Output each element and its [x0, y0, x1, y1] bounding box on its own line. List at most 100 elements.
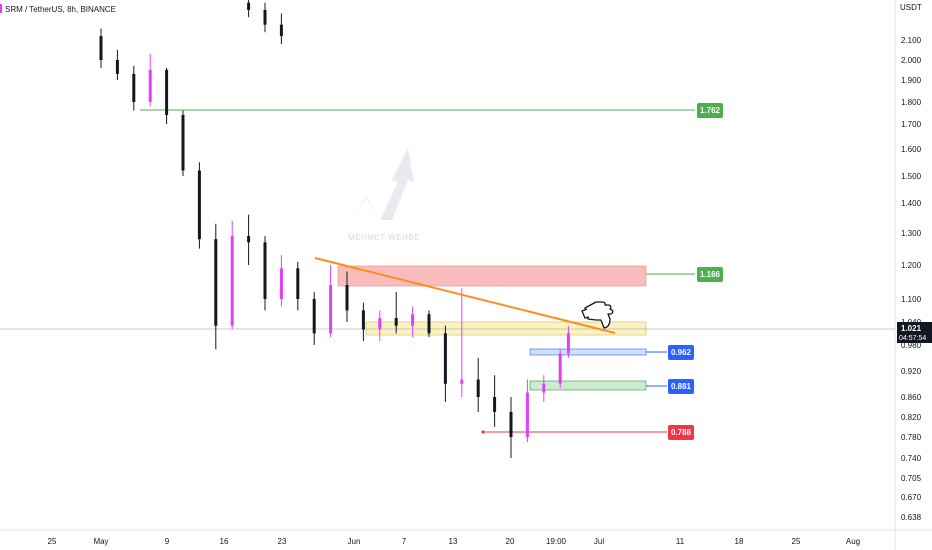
candle[interactable] [427, 314, 431, 334]
title-accent [0, 4, 2, 13]
candle[interactable] [312, 299, 316, 334]
candle[interactable] [148, 69, 152, 102]
y-tick-label: 0.740 [901, 454, 922, 463]
candle[interactable] [558, 353, 562, 384]
candle[interactable] [247, 2, 251, 10]
x-tick-label: 16 [220, 537, 229, 546]
x-tick-label: 9 [165, 537, 170, 546]
label-0962-bg [668, 345, 694, 360]
y-tick-label: 0.820 [901, 413, 922, 422]
candle[interactable] [542, 383, 546, 393]
thumbs-down-hand-icon[interactable] [581, 301, 614, 329]
y-tick-label: 0.860 [901, 393, 922, 402]
candles-series[interactable] [99, 0, 570, 458]
candle[interactable] [296, 268, 300, 299]
candle[interactable] [443, 333, 447, 384]
x-tick-label: Jul [594, 537, 604, 546]
x-tick-label: 7 [402, 537, 407, 546]
candle[interactable] [165, 69, 169, 116]
y-tick-label: 0.705 [901, 474, 922, 483]
y-tick-label: 0.920 [901, 367, 922, 376]
candle[interactable] [279, 268, 283, 299]
x-tick-label: 25 [48, 537, 57, 546]
chart-title[interactable]: SRM / TetherUS, 8h, BINANCE [5, 5, 116, 14]
label-0962[interactable]: 0.962 [668, 345, 694, 360]
y-tick-label: 1.800 [901, 98, 922, 107]
x-tick-label: 23 [278, 537, 287, 546]
candle[interactable] [460, 379, 464, 384]
x-tick-label: 20 [506, 537, 515, 546]
watermark-logo-icon [336, 148, 414, 220]
x-tick-label: 18 [735, 537, 744, 546]
current-price-badge: 1.021 04:57:54 [897, 322, 932, 343]
label-1762-text: 1.762 [700, 106, 721, 115]
pivot-zone[interactable] [365, 321, 647, 336]
label-0962-text: 0.962 [671, 348, 692, 357]
x-tick-label: May [93, 537, 108, 546]
candle[interactable] [345, 285, 349, 311]
candle[interactable] [247, 236, 251, 243]
y-tick-label: 2.000 [901, 56, 922, 65]
candle[interactable] [525, 392, 529, 437]
candle[interactable] [263, 9, 267, 25]
candle[interactable] [99, 36, 103, 60]
label-0881-text: 0.881 [671, 382, 692, 391]
x-tick-label: 11 [676, 537, 685, 546]
x-tick-label: Aug [846, 537, 860, 546]
candle[interactable] [378, 318, 382, 330]
candle[interactable] [566, 333, 570, 354]
label-1166-bg [697, 267, 723, 282]
y-tick-label: 0.670 [901, 493, 922, 502]
candle[interactable] [263, 242, 267, 299]
candle[interactable] [411, 314, 415, 326]
current-price-value: 1.021 [901, 324, 922, 333]
candle[interactable] [230, 236, 234, 326]
support-zone-1[interactable] [529, 348, 647, 356]
y-tick-label: 1.100 [901, 295, 922, 304]
y-axis[interactable]: USDT 2.100 2.000 1.900 1.800 1.700 1.600 1.500… [900, 3, 922, 522]
y-tick-label: 0.980 [901, 341, 922, 350]
candle[interactable] [279, 24, 283, 37]
quote-currency-label: USDT [900, 3, 922, 12]
label-0788[interactable]: 0.788 [668, 425, 694, 440]
y-tick-label: 1.200 [901, 261, 922, 270]
current-price-badge-bg [897, 322, 932, 343]
y-tick-label: 1.600 [901, 145, 922, 154]
label-0881[interactable]: 0.881 [668, 379, 694, 394]
resistance-zone[interactable] [337, 265, 647, 287]
level-anchor-0788 [481, 430, 485, 434]
candle[interactable] [115, 60, 119, 74]
label-1762[interactable]: 1.762 [697, 103, 723, 118]
candle[interactable] [361, 310, 365, 330]
y-tick-label: 1.300 [901, 229, 922, 238]
trendline[interactable] [314, 257, 616, 334]
candle-countdown: 04:57:54 [899, 335, 926, 342]
label-0788-bg [668, 425, 694, 440]
label-1166-text: 1.166 [700, 270, 721, 279]
candle[interactable] [476, 379, 480, 397]
y-tick-label: 1.900 [901, 76, 922, 85]
candle[interactable] [394, 318, 398, 326]
candle[interactable] [181, 115, 185, 171]
label-0788-text: 0.788 [671, 428, 692, 437]
y-tick-label: 1.500 [901, 172, 922, 181]
label-0881-bg [668, 379, 694, 394]
candle[interactable] [132, 73, 136, 102]
support-zone-2[interactable] [529, 380, 647, 391]
label-1166[interactable]: 1.166 [697, 267, 723, 282]
candle[interactable] [214, 239, 218, 326]
watermark: MEHMET WEHBE [336, 148, 420, 242]
x-axis[interactable]: 25 May 9 16 23 Jun 7 13 20 19:00 Jul 11 18 25 Aug [48, 537, 861, 546]
y-tick-label: 1.400 [901, 199, 922, 208]
x-tick-label: 13 [449, 537, 458, 546]
x-tick-label: 19:00 [546, 537, 567, 546]
y-tick-label: 0.780 [901, 433, 922, 442]
x-tick-label: 25 [792, 537, 801, 546]
candle[interactable] [329, 285, 333, 334]
candle[interactable] [197, 170, 201, 240]
x-tick-label: Jun [348, 537, 361, 546]
candle[interactable] [493, 397, 497, 412]
y-tick-label: 2.100 [901, 36, 922, 45]
candle[interactable] [509, 411, 513, 437]
